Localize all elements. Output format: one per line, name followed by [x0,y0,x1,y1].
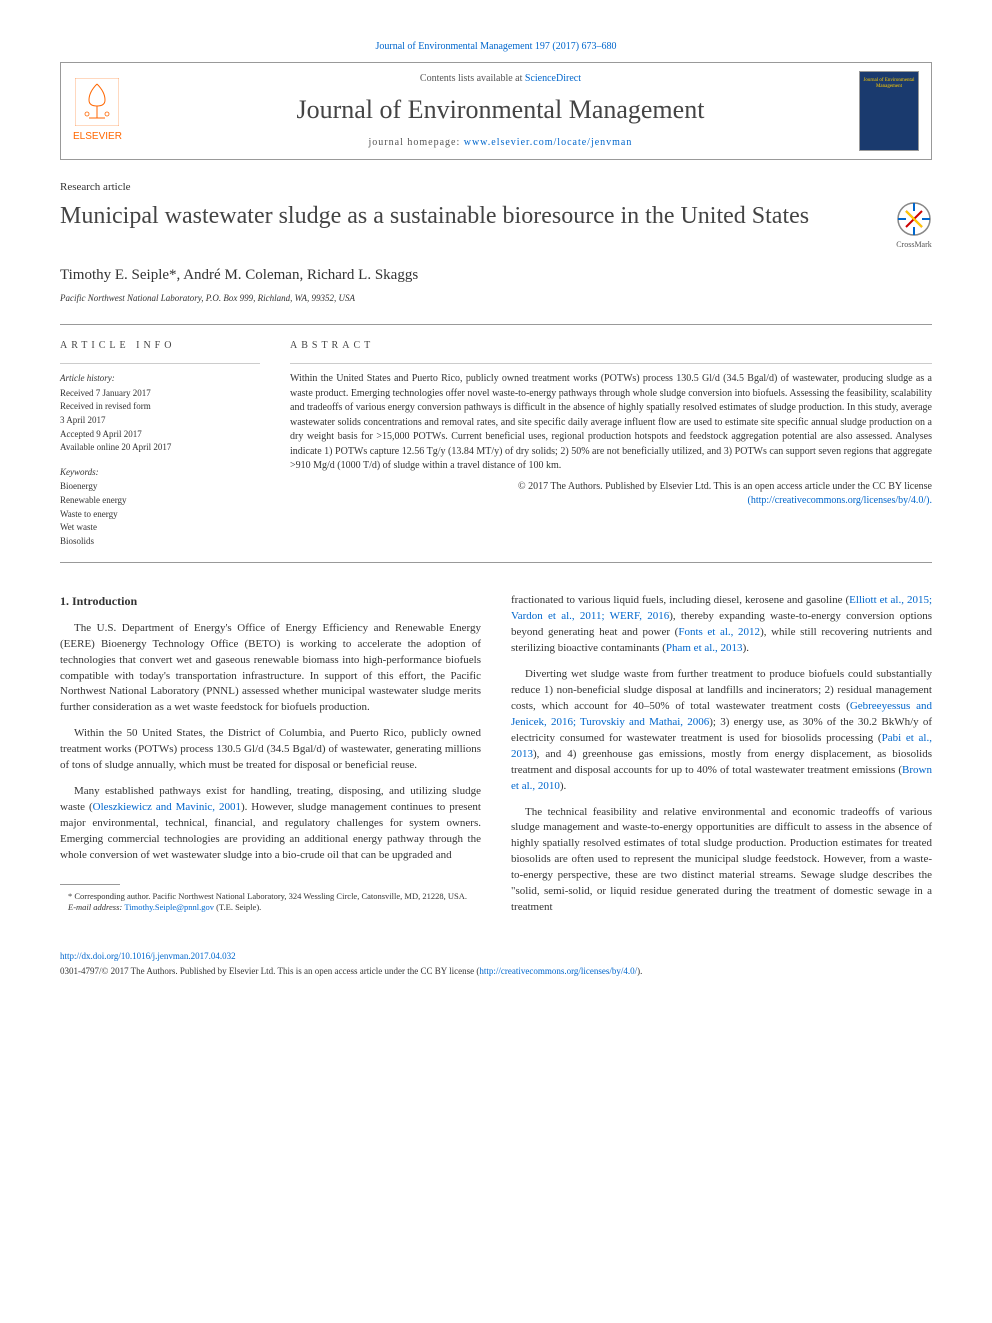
keyword: Bioenergy [60,480,260,493]
body-column-left: 1. Introduction The U.S. Department of E… [60,593,481,926]
contents-list-line: Contents lists available at ScienceDirec… [142,72,859,86]
publisher-name: ELSEVIER [73,130,122,144]
homepage-link[interactable]: www.elsevier.com/locate/jenvman [464,137,633,148]
crossmark-badge[interactable]: CrossMark [896,201,932,250]
issn-text: 0301-4797/© 2017 The Authors. Published … [60,966,479,976]
body-paragraph: The U.S. Department of Energy's Office o… [60,621,481,717]
history-item: Available online 20 April 2017 [60,441,260,454]
license-prefix: © 2017 The Authors. Published by Elsevie… [518,481,932,492]
email-link[interactable]: Timothy.Seiple@pnnl.gov [124,902,214,912]
body-text: fractionated to various liquid fuels, in… [511,594,849,606]
citation-link[interactable]: Pham et al., 2013 [666,642,743,654]
section-heading: 1. Introduction [60,593,481,610]
keyword: Renewable energy [60,494,260,507]
page-footer: http://dx.doi.org/10.1016/j.jenvman.2017… [60,950,932,977]
abstract-text: Within the United States and Puerto Rico… [290,372,932,474]
keyword: Waste to energy [60,508,260,521]
history-label: Article history: [60,372,260,385]
email-suffix: (T.E. Seiple). [214,902,261,912]
issn-suffix: ). [637,966,642,976]
body-text: ). [560,780,566,792]
body-column-right: fractionated to various liquid fuels, in… [511,593,932,926]
journal-citation-header[interactable]: Journal of Environmental Management 197 … [60,40,932,54]
homepage-line: journal homepage: www.elsevier.com/locat… [142,136,859,150]
body-paragraph: Diverting wet sludge waste from further … [511,667,932,795]
issn-license-line: 0301-4797/© 2017 The Authors. Published … [60,965,932,978]
body-paragraph: Within the 50 United States, the Distric… [60,726,481,774]
authors: Timothy E. Seiple*, André M. Coleman, Ri… [60,265,932,286]
doi-link[interactable]: http://dx.doi.org/10.1016/j.jenvman.2017… [60,951,236,961]
abstract-block: ABSTRACT Within the United States and Pu… [290,339,932,548]
citation-link[interactable]: Fonts et al., 2012 [678,626,760,638]
publisher-logo[interactable]: ELSEVIER [73,78,122,144]
masthead: ELSEVIER Contents lists available at Sci… [60,62,932,160]
keyword: Biosolids [60,535,260,548]
crossmark-label: CrossMark [896,239,932,250]
history-item: Received 7 January 2017 [60,387,260,400]
citation-link[interactable]: Oleszkiewicz and Mavinic, 2001 [93,801,241,813]
body-columns: 1. Introduction The U.S. Department of E… [60,593,932,926]
article-info-block: ARTICLE INFO Article history: Received 7… [60,339,260,548]
body-text: ). [743,642,749,654]
contents-prefix: Contents lists available at [420,73,525,84]
masthead-center: Contents lists available at ScienceDirec… [142,72,859,150]
elsevier-tree-icon [75,78,119,126]
footnote-rule [60,884,120,885]
footer-license-link[interactable]: http://creativecommons.org/licenses/by/4… [479,966,637,976]
article-type: Research article [60,180,932,195]
crossmark-icon [896,201,932,237]
journal-cover-thumbnail[interactable]: Journal of Environmental Management [859,71,919,151]
abstract-label: ABSTRACT [290,339,932,353]
article-info-label: ARTICLE INFO [60,339,260,353]
corresponding-author-footnote: * Corresponding author. Pacific Northwes… [60,891,481,902]
body-paragraph: The technical feasibility and relative e… [511,805,932,917]
email-label: E-mail address: [68,902,124,912]
keywords-label: Keywords: [60,466,260,479]
cover-thumb-text: Journal of Environmental Management [860,78,918,90]
history-item: 3 April 2017 [60,414,260,427]
affiliation: Pacific Northwest National Laboratory, P… [60,292,932,305]
keyword: Wet waste [60,521,260,534]
body-paragraph: fractionated to various liquid fuels, in… [511,593,932,657]
history-item: Accepted 9 April 2017 [60,428,260,441]
article-title: Municipal wastewater sludge as a sustain… [60,201,896,232]
body-paragraph: Many established pathways exist for hand… [60,784,481,864]
body-text: ), and 4) greenhouse gas emissions, most… [511,748,932,776]
sciencedirect-link[interactable]: ScienceDirect [525,73,581,84]
journal-name: Journal of Environmental Management [142,92,859,128]
license-link[interactable]: (http://creativecommons.org/licenses/by/… [748,495,933,506]
email-footnote: E-mail address: Timothy.Seiple@pnnl.gov … [60,902,481,913]
license-line: © 2017 The Authors. Published by Elsevie… [290,480,932,508]
history-item: Received in revised form [60,400,260,413]
homepage-prefix: journal homepage: [369,137,464,148]
